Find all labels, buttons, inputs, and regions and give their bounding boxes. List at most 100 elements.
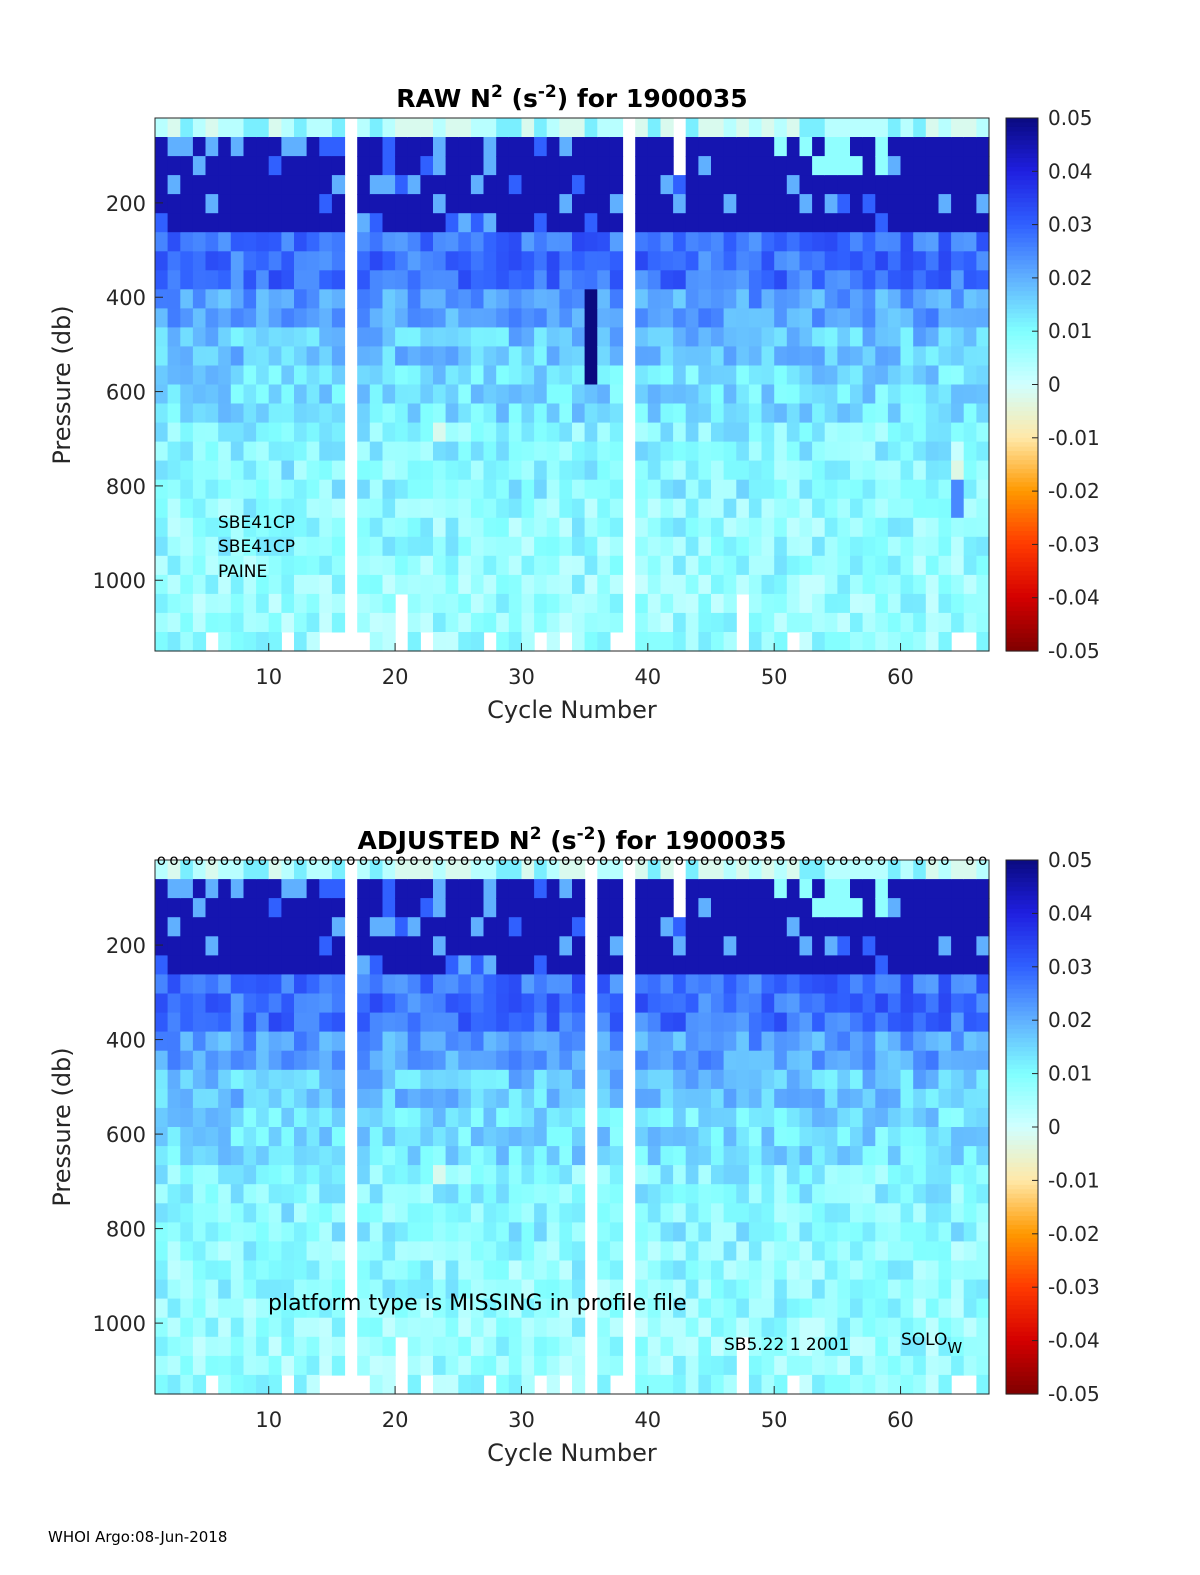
heatmap-cell	[521, 1241, 535, 1262]
heatmap-cell	[900, 1107, 914, 1128]
heatmap-cell	[673, 1203, 687, 1223]
x-tick-label: 30	[508, 665, 535, 689]
heatmap-cell	[963, 289, 977, 309]
heatmap-cell	[483, 898, 497, 918]
heatmap-cell	[597, 346, 611, 366]
heatmap-cell	[433, 365, 447, 386]
colorbar-tick-label: 0.05	[1048, 848, 1093, 872]
heatmap-cell	[761, 1088, 775, 1109]
heatmap-cell	[597, 156, 611, 176]
heatmap-cell	[407, 879, 421, 899]
heatmap-cell	[635, 936, 649, 956]
heatmap-cell	[609, 1069, 624, 1090]
colorbar-segment	[1006, 513, 1038, 519]
heatmap-cell	[205, 175, 219, 195]
heatmap-cell	[559, 1165, 573, 1185]
heatmap-cell	[281, 1222, 295, 1243]
colorbar-segment	[1006, 251, 1038, 257]
heatmap-cell	[230, 974, 244, 995]
heatmap-cell	[294, 1107, 308, 1128]
heatmap-cell	[812, 1107, 826, 1128]
heatmap-cell	[281, 898, 295, 918]
heatmap-cell	[546, 555, 560, 576]
heatmap-cell	[660, 403, 674, 424]
heatmap-cell	[748, 860, 763, 880]
x-tick-label: 20	[382, 665, 409, 689]
heatmap-cell	[382, 1279, 396, 1300]
heatmap-cell	[660, 955, 674, 976]
heatmap-cell	[281, 213, 295, 233]
colorbar-segment	[1006, 1376, 1038, 1382]
heatmap-cell	[546, 1031, 560, 1052]
heatmap-cell	[306, 1222, 320, 1243]
heatmap-cell	[521, 1031, 535, 1052]
heatmap-cell	[155, 593, 169, 614]
heatmap-cell	[635, 232, 649, 252]
heatmap-cell	[521, 612, 535, 633]
heatmap-cell	[433, 175, 447, 195]
heatmap-cell	[963, 612, 977, 633]
heatmap-cell	[294, 974, 308, 995]
heatmap-cell	[306, 1317, 320, 1338]
heatmap-cell	[470, 1050, 485, 1071]
heatmap-cell	[609, 1127, 624, 1147]
heatmap-cell	[711, 612, 725, 633]
heatmap-cell	[774, 1222, 788, 1243]
colorbar-segment	[1006, 260, 1038, 266]
heatmap-cell	[508, 1088, 522, 1109]
heatmap-cell	[534, 479, 548, 500]
heatmap-cell	[774, 1069, 788, 1090]
heatmap-cell	[281, 1069, 295, 1090]
heatmap-cell	[875, 213, 889, 233]
heatmap-cell	[508, 251, 522, 271]
heatmap-cell	[572, 289, 586, 309]
heatmap-cell	[976, 346, 990, 366]
heatmap-cell	[294, 137, 308, 157]
colorbar-segment	[1006, 162, 1038, 168]
heatmap-cell	[647, 327, 661, 347]
heatmap-cell	[584, 137, 598, 157]
heatmap-cell	[319, 1336, 333, 1357]
heatmap-cell	[673, 194, 687, 214]
heatmap-cell	[976, 612, 990, 633]
heatmap-cell	[976, 1260, 990, 1281]
heatmap-cell	[685, 555, 699, 576]
heatmap-cell	[470, 479, 485, 500]
heatmap-cell	[938, 1241, 952, 1262]
heatmap-cell	[420, 936, 434, 956]
heatmap-cell	[268, 232, 282, 252]
heatmap-cell	[976, 1050, 990, 1071]
heatmap-cell	[761, 365, 775, 386]
heatmap-cell	[331, 365, 346, 386]
heatmap-cell	[445, 1298, 459, 1319]
heatmap-cell	[925, 632, 939, 652]
heatmap-cell	[660, 346, 674, 366]
heatmap-cell	[786, 308, 800, 328]
heatmap-cell	[761, 1012, 775, 1033]
heatmap-cell	[887, 308, 902, 328]
heatmap-cell	[167, 936, 181, 956]
heatmap-cell	[218, 898, 232, 918]
heatmap-cell	[913, 460, 927, 481]
heatmap-cell	[357, 1012, 371, 1033]
heatmap-cell	[774, 517, 788, 538]
heatmap-cell	[483, 1146, 497, 1166]
heatmap-cell	[900, 365, 914, 386]
heatmap-cell	[382, 1241, 396, 1262]
heatmap-cell	[597, 232, 611, 252]
heatmap-cell	[218, 1355, 232, 1376]
heatmap-cell	[546, 1088, 560, 1109]
heatmap-cell	[256, 1222, 270, 1243]
heatmap-cell	[294, 1241, 308, 1262]
heatmap-cell	[218, 993, 232, 1014]
heatmap-cell	[470, 270, 485, 290]
heatmap-cell	[407, 536, 421, 557]
heatmap-cell	[256, 213, 270, 233]
heatmap-cell	[546, 1260, 560, 1281]
heatmap-cell	[647, 1165, 661, 1185]
heatmap-cell	[698, 612, 712, 633]
heatmap-cell	[205, 1069, 219, 1090]
heatmap-cell	[951, 1279, 965, 1300]
heatmap-cell	[521, 1336, 535, 1357]
heatmap-cell	[938, 1374, 952, 1395]
